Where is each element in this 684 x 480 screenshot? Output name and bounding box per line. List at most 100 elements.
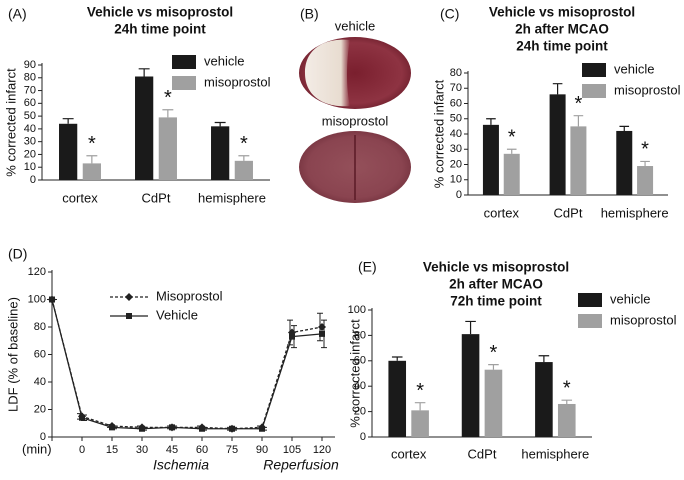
error-bar: [86, 155, 98, 164]
bar: [616, 130, 633, 195]
error-bar: [573, 115, 584, 127]
x-tick-label: 105: [283, 444, 301, 456]
bar: [59, 123, 78, 180]
bar: [535, 362, 553, 437]
chart-title: Vehicle vs misoprostol: [87, 5, 233, 20]
y-tick-label: 120: [28, 266, 46, 278]
infarct-area: [305, 39, 350, 107]
y-tick-label: 100: [348, 304, 366, 316]
marker: [318, 323, 326, 331]
marker: [199, 425, 205, 432]
x-tick-label: 0: [79, 444, 85, 456]
panel-label: (D): [8, 246, 27, 262]
bar: [211, 126, 230, 180]
x-tick-label: CdPt: [554, 205, 583, 220]
x-unit-label: (min): [22, 441, 52, 456]
phase-label: Reperfusion: [263, 457, 339, 473]
legend-marker: [125, 293, 133, 301]
bar: [503, 153, 520, 195]
y-tick-label: 40: [24, 123, 36, 135]
significance-marker: *: [416, 380, 424, 402]
chart-title: 2h after MCAO: [515, 22, 609, 37]
y-tick-label: 80: [450, 67, 462, 79]
bar: [234, 160, 253, 180]
significance-marker: *: [88, 133, 96, 155]
y-axis-label: % corrected infarct: [347, 319, 362, 428]
marker: [229, 425, 235, 432]
error-bar: [238, 155, 250, 161]
significance-marker: *: [575, 93, 583, 115]
significance-marker: *: [164, 87, 172, 109]
y-tick-label: 0: [40, 431, 46, 443]
x-tick-label: CdPt: [468, 446, 497, 461]
y-tick-label: 0: [30, 174, 36, 186]
y-axis-label: % corrected infarct: [431, 79, 446, 188]
bar: [484, 369, 503, 437]
y-tick-label: 70: [450, 82, 462, 94]
y-tick-label: 60: [24, 97, 36, 109]
legend-swatch: [582, 63, 606, 77]
marker: [169, 424, 175, 431]
y-tick-label: 40: [450, 128, 462, 140]
y-tick-label: 0: [360, 431, 366, 443]
bar: [570, 126, 587, 195]
x-tick-label: hemisphere: [521, 446, 589, 461]
legend-swatch: [578, 314, 602, 328]
error-bar: [640, 160, 650, 167]
bar: [82, 163, 101, 180]
chart-title: 24h time point: [516, 39, 608, 54]
y-tick-label: 80: [24, 72, 36, 84]
y-tick-label: 80: [34, 321, 46, 333]
y-tick-label: 40: [34, 376, 46, 388]
y-tick-label: 60: [34, 348, 46, 360]
chart-title: Vehicle vs misoprostol: [423, 260, 569, 275]
y-tick-label: 100: [28, 293, 46, 305]
error-bar: [214, 121, 226, 127]
bar: [411, 410, 429, 437]
marker: [259, 425, 265, 432]
image-caption: vehicle: [335, 18, 375, 33]
x-tick-label: CdPt: [142, 190, 171, 205]
bar: [482, 124, 499, 195]
significance-marker: *: [563, 377, 571, 399]
marker: [289, 333, 295, 340]
chart-title: 72h time point: [450, 294, 542, 309]
chart-title: 2h after MCAO: [449, 277, 543, 292]
bar: [557, 403, 576, 437]
panel-label: (B): [300, 6, 319, 22]
x-tick-label: 60: [196, 444, 208, 456]
y-tick-label: 60: [354, 355, 366, 367]
y-tick-label: 30: [450, 143, 462, 155]
x-tick-label: cortex: [391, 446, 427, 461]
bar: [158, 117, 177, 180]
error-bar: [391, 356, 403, 361]
legend-label: vehicle: [204, 53, 244, 68]
panel-b: (B) vehicle misoprostol: [299, 6, 411, 203]
error-bar: [414, 402, 426, 411]
y-tick-label: 50: [450, 113, 462, 125]
phase-label: Ischemia: [153, 457, 209, 473]
y-axis-label: LDF (% of baseline): [5, 297, 20, 412]
legend-label: misoprostol: [204, 74, 271, 89]
x-tick-label: 120: [313, 444, 331, 456]
legend-marker: [126, 313, 132, 319]
marker: [79, 414, 85, 421]
x-tick-label: cortex: [484, 205, 520, 220]
legend-label: misoprostol: [610, 312, 677, 327]
y-tick-label: 20: [34, 403, 46, 415]
error-bar: [162, 109, 174, 118]
legend-swatch: [578, 293, 602, 307]
y-tick-label: 30: [24, 136, 36, 148]
y-tick-label: 20: [24, 148, 36, 160]
marker: [109, 424, 115, 431]
image-caption: misoprostol: [322, 113, 389, 128]
y-tick-label: 0: [456, 189, 462, 201]
x-tick-label: 45: [166, 444, 178, 456]
error-bar: [538, 355, 550, 363]
bar: [637, 166, 654, 195]
legend-label: misoprostol: [614, 82, 681, 97]
error-bar: [506, 148, 517, 154]
y-tick-label: 20: [354, 406, 366, 418]
error-bar: [488, 364, 499, 370]
